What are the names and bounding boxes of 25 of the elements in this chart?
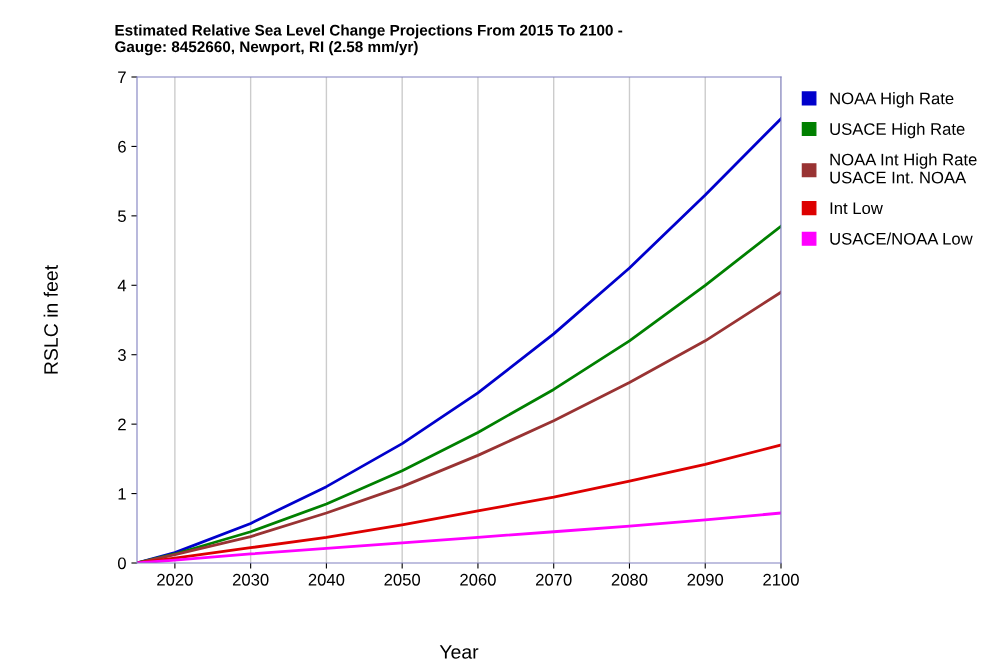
y-tick-label: 7 xyxy=(118,71,126,84)
legend-label: NOAA Int High Rate USACE Int. NOAA xyxy=(830,153,977,184)
x-tick-label: 2080 xyxy=(611,573,648,586)
y-tick-label: 2 xyxy=(118,418,126,431)
x-tick-label: 2090 xyxy=(687,573,724,586)
legend-label: USACE High Rate xyxy=(830,122,965,139)
x-tick-label: 2100 xyxy=(763,573,799,586)
y-axis-title: RSLC in feet xyxy=(43,265,58,374)
y-tick-label: 0 xyxy=(117,557,126,570)
x-axis-title: Year xyxy=(439,645,479,659)
chart-title: Estimated Relative Sea Level Change Projections From 2015 To 2100 - Gauge: 8452660, Newport, RI (2.58 mm/yr) xyxy=(115,24,623,56)
x-tick-label: 2060 xyxy=(460,573,496,586)
x-tick-label: 2020 xyxy=(157,573,193,586)
legend-label: USACE/NOAA Low xyxy=(830,232,973,245)
y-tick-label: 3 xyxy=(117,349,126,361)
y-tick-label: 6 xyxy=(118,140,126,153)
y-tick-label: 1 xyxy=(118,488,126,500)
x-tick-label: 2030 xyxy=(232,573,269,586)
y-tick-label: 4 xyxy=(117,279,127,292)
legend-label: Int Low xyxy=(830,202,883,215)
y-tick-label: 5 xyxy=(117,210,126,223)
x-tick-label: 2050 xyxy=(384,573,421,586)
x-tick-label: 2070 xyxy=(536,573,572,586)
legend-label: NOAA High Rate xyxy=(830,92,954,108)
x-tick-label: 2040 xyxy=(308,573,345,586)
